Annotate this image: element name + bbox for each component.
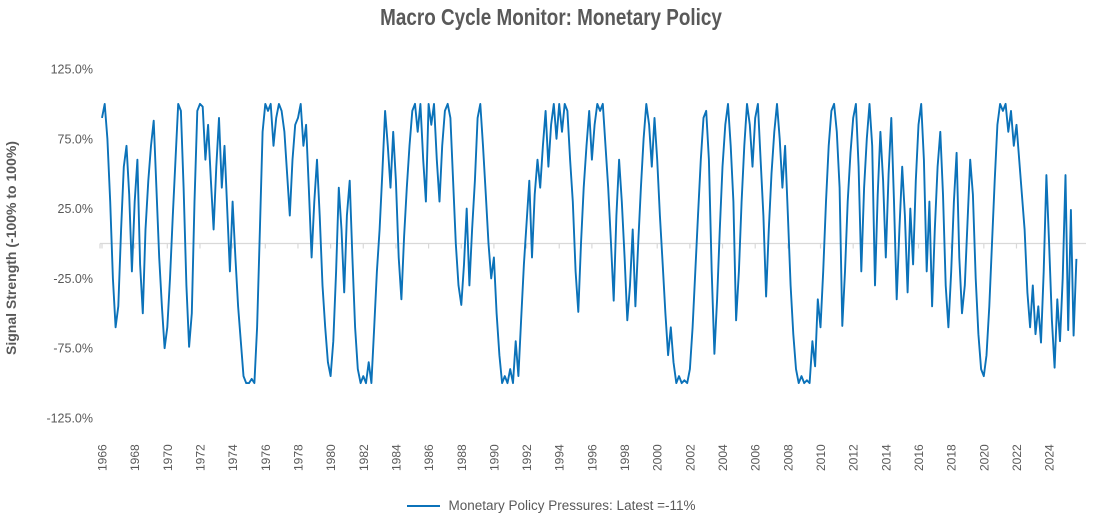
x-tick-label: 2012 [847, 444, 861, 471]
y-tick-label: -75.0% [53, 342, 93, 356]
y-tick-label: -25.0% [53, 272, 93, 286]
x-tick-label: 2004 [716, 444, 730, 471]
x-tick-label: 1986 [422, 444, 436, 471]
x-tick-label: 1970 [161, 444, 175, 471]
x-tick-label: 2014 [879, 444, 893, 471]
legend-label: Monetary Policy Pressures: Latest =-11% [448, 498, 696, 513]
x-tick-label: 1992 [520, 444, 534, 471]
x-tick-label: 2002 [683, 444, 697, 471]
x-tick-label: 2022 [1010, 444, 1024, 471]
y-tick-label: 25.0% [58, 202, 93, 216]
x-tick-label: 1972 [193, 444, 207, 471]
x-tick-label: 2006 [749, 444, 763, 471]
y-tick-label: 75.0% [58, 132, 93, 146]
x-tick-label: 2010 [814, 444, 828, 471]
chart-title: Macro Cycle Monitor: Monetary Policy [380, 4, 722, 30]
x-tick-label: 1996 [585, 444, 599, 471]
x-tick-label: 2024 [1043, 444, 1057, 471]
legend: Monetary Policy Pressures: Latest =-11% [0, 498, 1102, 513]
x-tick-label: 1978 [291, 444, 305, 471]
x-tick-label: 1968 [128, 444, 142, 471]
x-tick-label: 1984 [389, 444, 403, 471]
x-tick-label: 1990 [487, 444, 501, 471]
x-tick-label: 2016 [912, 444, 926, 471]
x-tick-label: 1998 [618, 444, 632, 471]
x-tick-label: 1976 [259, 444, 273, 471]
y-tick-label: -125.0% [46, 412, 93, 426]
x-tick-label: 1982 [357, 444, 371, 471]
x-tick-label: 1988 [455, 444, 469, 471]
x-tick-label: 2000 [651, 444, 665, 471]
series-line [101, 102, 1078, 385]
x-tick-label: 1994 [553, 444, 567, 471]
x-tick-label: 2008 [781, 444, 795, 471]
x-tick-label: 2018 [945, 444, 959, 471]
y-tick-label: 125.0% [51, 63, 93, 77]
x-tick-label: 1980 [324, 444, 338, 471]
x-tick-label: 1974 [226, 444, 240, 471]
x-tick-label: 2020 [977, 444, 991, 471]
legend-line-sample [406, 504, 440, 507]
x-tick-label: 1966 [96, 444, 110, 471]
